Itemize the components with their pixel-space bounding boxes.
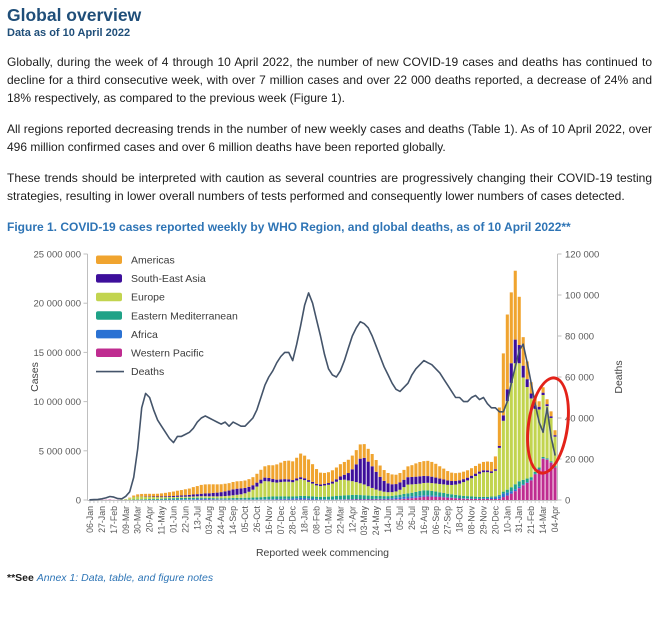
svg-text:13-Jul: 13-Jul bbox=[192, 506, 202, 530]
paragraph-caution-note: These trends should be interpreted with … bbox=[7, 171, 652, 203]
svg-text:21-Feb: 21-Feb bbox=[526, 506, 536, 534]
svg-text:31-Jan: 31-Jan bbox=[514, 506, 524, 533]
svg-text:18-Jan: 18-Jan bbox=[300, 506, 310, 533]
svg-text:5 000 000: 5 000 000 bbox=[39, 446, 81, 457]
svg-text:18-Oct: 18-Oct bbox=[455, 505, 465, 532]
svg-text:26-Jul: 26-Jul bbox=[407, 506, 417, 530]
svg-text:05-Oct: 05-Oct bbox=[240, 505, 250, 532]
svg-text:08-Nov: 08-Nov bbox=[467, 505, 477, 534]
figure1-chart: 0 5 000 000 10 000 000 15 000 000 20 000 000… bbox=[0, 238, 660, 563]
svg-text:14-Mar: 14-Mar bbox=[538, 506, 548, 534]
svg-text:16-Aug: 16-Aug bbox=[419, 506, 429, 534]
svg-text:12-Apr: 12-Apr bbox=[347, 506, 357, 532]
svg-text:09-Mar: 09-Mar bbox=[121, 506, 131, 534]
svg-text:Americas: Americas bbox=[131, 255, 175, 267]
svg-text:17-Feb: 17-Feb bbox=[109, 506, 119, 534]
paragraph-global-summary: Globally, during the week of 4 through 1… bbox=[7, 55, 652, 105]
svg-text:22-Mar: 22-Mar bbox=[335, 506, 345, 534]
page-title: Global overview bbox=[7, 5, 142, 25]
svg-text:100 000: 100 000 bbox=[565, 291, 599, 302]
y-axis-left: 0 5 000 000 10 000 000 15 000 000 20 000 000… bbox=[33, 250, 88, 507]
svg-text:20-Apr: 20-Apr bbox=[145, 506, 155, 532]
svg-text:26-Oct: 26-Oct bbox=[252, 505, 262, 532]
svg-text:24-May: 24-May bbox=[371, 505, 381, 535]
page-subtitle: Data as of 10 April 2022 bbox=[7, 27, 131, 39]
svg-text:10 000 000: 10 000 000 bbox=[33, 397, 81, 408]
svg-text:120 000: 120 000 bbox=[565, 250, 599, 261]
svg-text:20-Dec: 20-Dec bbox=[490, 505, 500, 534]
paragraph-regional-trends: All regions reported decreasing trends i… bbox=[7, 122, 652, 154]
svg-text:28-Dec: 28-Dec bbox=[288, 505, 298, 534]
svg-text:Eastern Mediterranean: Eastern Mediterranean bbox=[131, 310, 238, 322]
footnote: **See Annex 1: Data, table, and figure n… bbox=[7, 572, 652, 584]
svg-text:04-Apr: 04-Apr bbox=[550, 506, 560, 532]
svg-text:15 000 000: 15 000 000 bbox=[33, 348, 81, 359]
stacked-bars bbox=[96, 270, 557, 500]
svg-text:Europe: Europe bbox=[131, 292, 165, 304]
svg-text:27-Jan: 27-Jan bbox=[97, 506, 107, 533]
svg-text:0: 0 bbox=[76, 496, 81, 507]
svg-text:07-Dec: 07-Dec bbox=[276, 505, 286, 534]
svg-text:Deaths: Deaths bbox=[131, 366, 164, 378]
svg-text:06-Jan: 06-Jan bbox=[85, 506, 95, 533]
svg-text:South-East Asia: South-East Asia bbox=[131, 273, 206, 285]
svg-text:0: 0 bbox=[565, 496, 570, 507]
svg-text:05-Jul: 05-Jul bbox=[395, 506, 405, 530]
svg-text:Western Pacific: Western Pacific bbox=[131, 348, 204, 360]
svg-text:30-Mar: 30-Mar bbox=[133, 506, 143, 534]
svg-text:06-Sep: 06-Sep bbox=[431, 506, 441, 534]
svg-text:25 000 000: 25 000 000 bbox=[33, 250, 81, 261]
svg-text:22-Jun: 22-Jun bbox=[180, 506, 190, 533]
axis-titles: Cases Deaths Reported week commencing bbox=[29, 360, 625, 559]
svg-text:11-May: 11-May bbox=[157, 505, 167, 534]
x-axis: 06-Jan 27-Jan 17-Feb 09-Mar 30-Mar 20-Apr 11-M… bbox=[85, 500, 560, 535]
svg-text:24-Aug: 24-Aug bbox=[216, 506, 226, 534]
svg-text:40 000: 40 000 bbox=[565, 414, 594, 425]
svg-text:14-Jun: 14-Jun bbox=[383, 506, 393, 533]
svg-text:01-Jun: 01-Jun bbox=[168, 506, 178, 533]
svg-text:Deaths: Deaths bbox=[613, 360, 625, 393]
y-axis-right: 0 20 000 40 000 60 000 80 000 100 000 120 000 bbox=[557, 250, 599, 507]
svg-text:20 000: 20 000 bbox=[565, 455, 594, 466]
svg-text:10-Jan: 10-Jan bbox=[502, 506, 512, 533]
figure1-svg: 0 5 000 000 10 000 000 15 000 000 20 000 000… bbox=[29, 250, 625, 560]
svg-text:29-Nov: 29-Nov bbox=[478, 505, 488, 534]
deaths-line bbox=[89, 292, 556, 501]
svg-text:03-May: 03-May bbox=[359, 505, 369, 535]
svg-text:16-Nov: 16-Nov bbox=[264, 505, 274, 534]
svg-text:20 000 000: 20 000 000 bbox=[33, 299, 81, 310]
figure-caption: Figure 1. COVID-19 cases reported weekly… bbox=[7, 220, 571, 234]
svg-text:Reported week commencing: Reported week commencing bbox=[256, 547, 389, 559]
svg-text:60 000: 60 000 bbox=[565, 373, 594, 384]
svg-text:Africa: Africa bbox=[131, 329, 158, 341]
footnote-prefix: **See bbox=[7, 572, 37, 584]
svg-text:14-Sep: 14-Sep bbox=[228, 506, 238, 534]
svg-text:03-Aug: 03-Aug bbox=[204, 506, 214, 534]
svg-text:08-Feb: 08-Feb bbox=[312, 506, 322, 534]
svg-text:01-Mar: 01-Mar bbox=[323, 506, 333, 534]
svg-text:80 000: 80 000 bbox=[565, 332, 594, 343]
annex-link[interactable]: Annex 1: Data, table, and figure notes bbox=[36, 572, 214, 584]
legend: Americas South-East Asia Europe Eastern Med… bbox=[96, 255, 238, 378]
svg-text:Cases: Cases bbox=[29, 362, 41, 392]
svg-text:27-Sep: 27-Sep bbox=[443, 506, 453, 534]
